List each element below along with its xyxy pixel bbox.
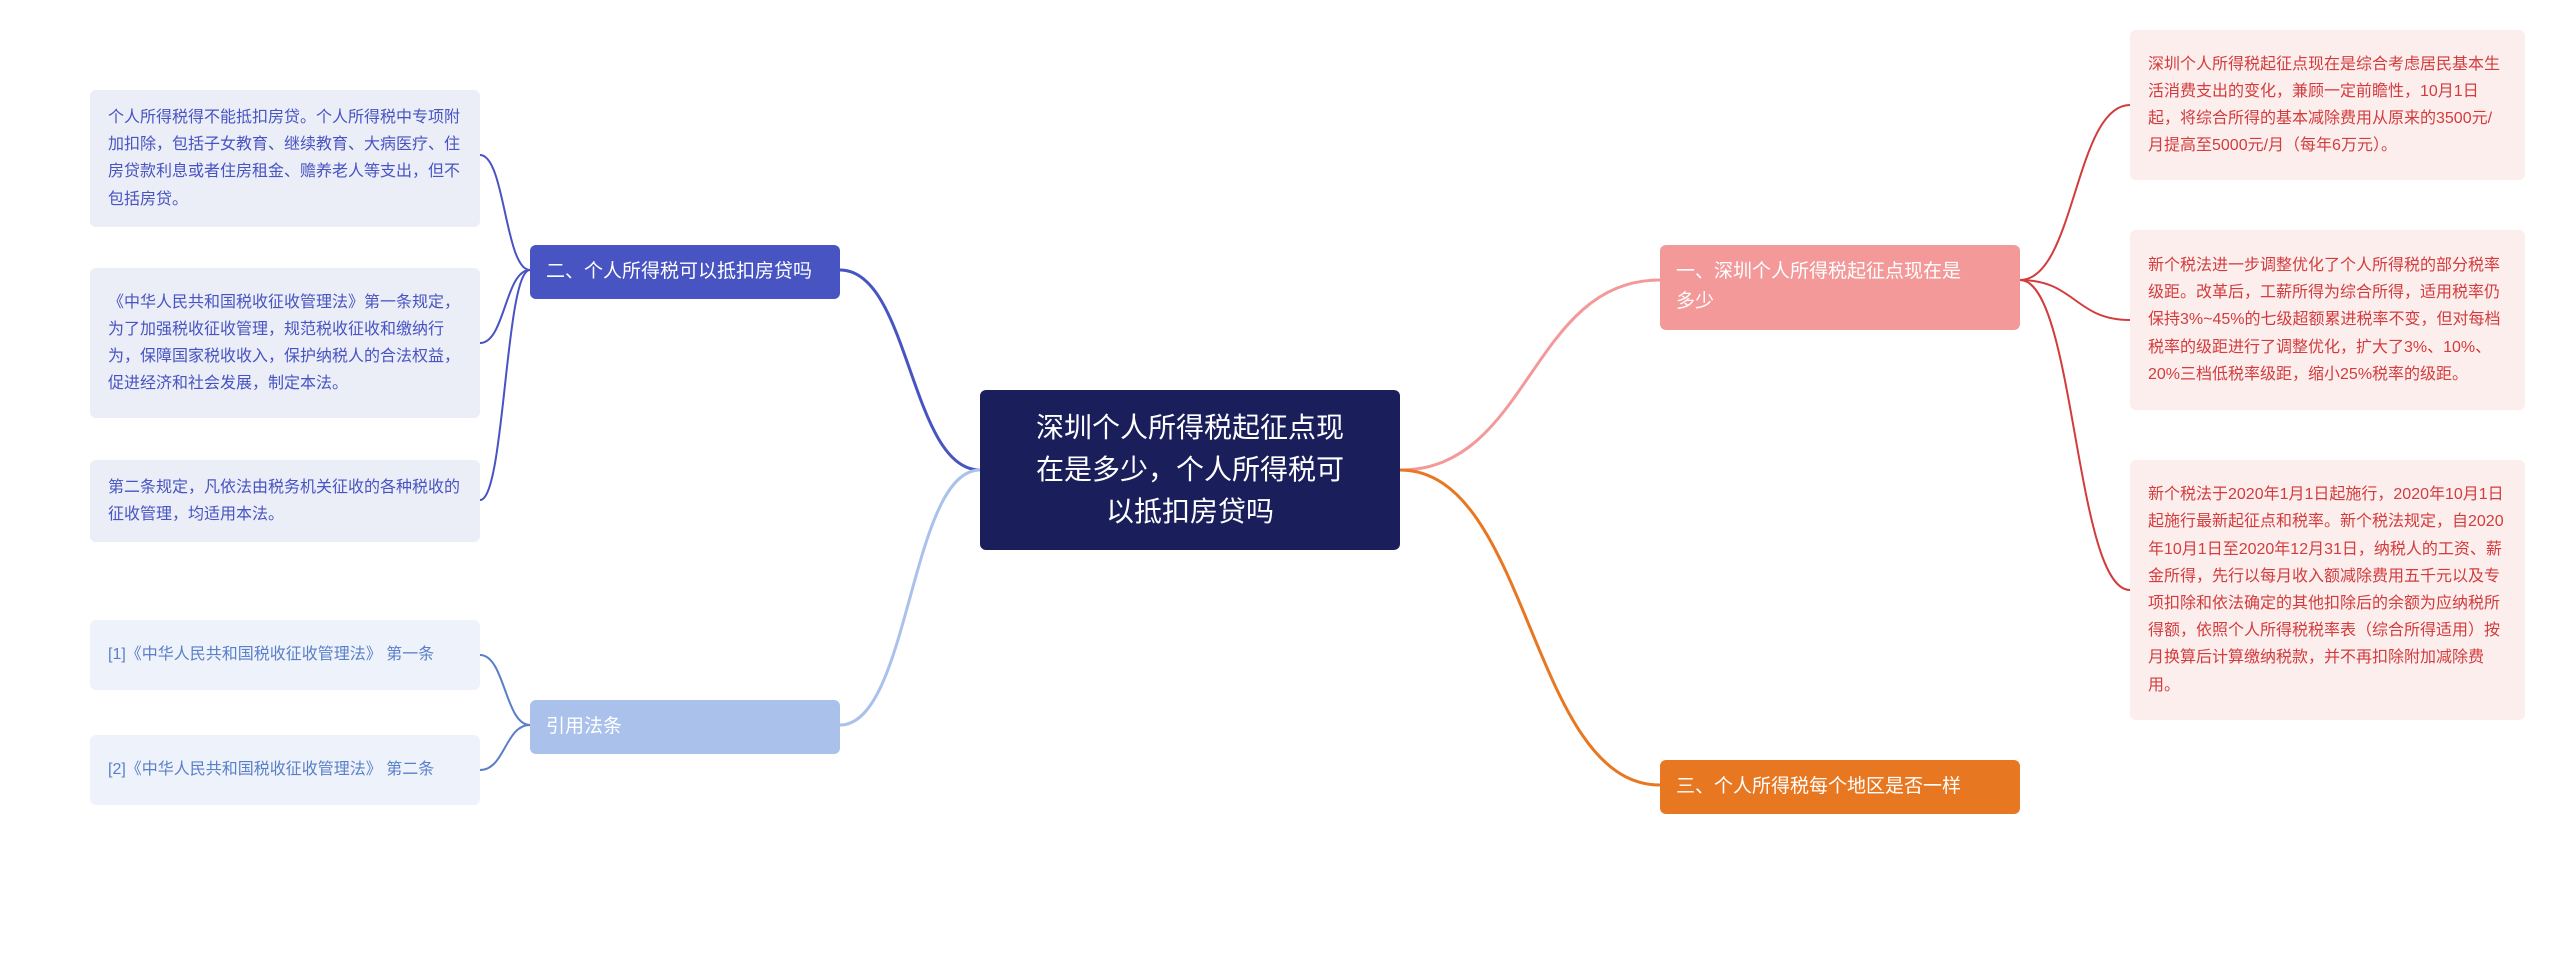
leaf-node-l1b[interactable]: 新个税法进一步调整优化了个人所得税的部分税率级距。改革后，工薪所得为综合所得，适… [2130,230,2525,410]
mindmap-canvas: 深圳个人所得税起征点现在是多少，个人所得税可以抵扣房贷吗 一、深圳个人所得税起征点… [0,0,2560,979]
branch-node-b2[interactable]: 二、个人所得税可以抵扣房贷吗 [530,245,840,299]
leaf-node-l4b[interactable]: [2]《中华人民共和国税收征收管理法》 第二条 [90,735,480,805]
branch-node-b4[interactable]: 引用法条 [530,700,840,754]
leaf-node-l4a[interactable]: [1]《中华人民共和国税收征收管理法》 第一条 [90,620,480,690]
leaf-node-l2c[interactable]: 第二条规定，凡依法由税务机关征收的各种税收的征收管理，均适用本法。 [90,460,480,542]
leaf-node-l1a[interactable]: 深圳个人所得税起征点现在是综合考虑居民基本生活消费支出的变化，兼顾一定前瞻性，1… [2130,30,2525,180]
branch-node-b1[interactable]: 一、深圳个人所得税起征点现在是多少 [1660,245,2020,330]
branch-node-b3[interactable]: 三、个人所得税每个地区是否一样 [1660,760,2020,814]
leaf-node-l1c[interactable]: 新个税法于2020年1月1日起施行，2020年10月1日起施行最新起征点和税率。… [2130,460,2525,720]
center-node[interactable]: 深圳个人所得税起征点现在是多少，个人所得税可以抵扣房贷吗 [980,390,1400,550]
leaf-node-l2b[interactable]: 《中华人民共和国税收征收管理法》第一条规定，为了加强税收征收管理，规范税收征收和… [90,268,480,418]
leaf-node-l2a[interactable]: 个人所得税得不能抵扣房贷。个人所得税中专项附加扣除，包括子女教育、继续教育、大病… [90,90,480,227]
